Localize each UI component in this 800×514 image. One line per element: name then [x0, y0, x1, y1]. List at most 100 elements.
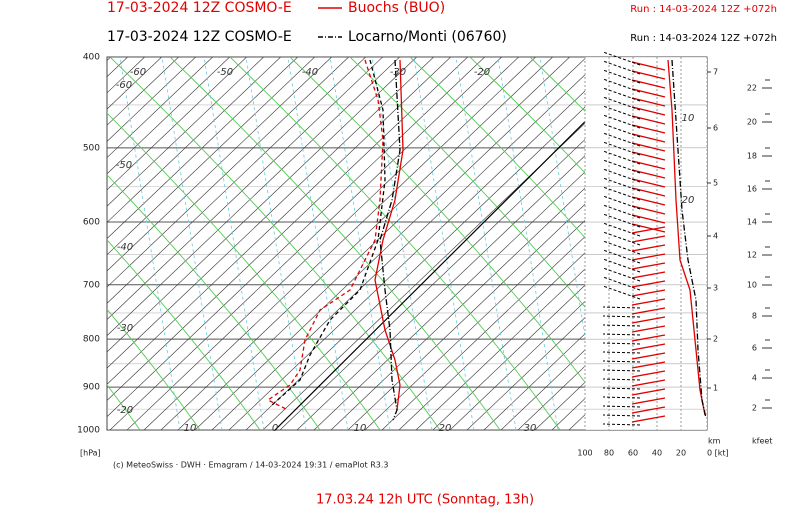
barb-red [631, 214, 666, 224]
barb-red [631, 169, 666, 179]
kfeet-tick-label: 10 [747, 281, 757, 290]
barb-black [602, 423, 641, 426]
isotherm [107, 57, 111, 61]
isotherm-label: 20 [682, 195, 695, 206]
pressure-tick-label: 600 [83, 218, 100, 228]
dry-adiabat [0, 57, 80, 430]
barb-black [602, 276, 641, 291]
run-label: Run : 14-03-2024 12Z +072h [630, 4, 777, 15]
barb-black [602, 396, 641, 399]
barb-black [602, 267, 641, 282]
kfeet-tick-label: 12 [747, 251, 757, 260]
barb-black [602, 342, 641, 345]
barb-red [631, 388, 666, 396]
isotherm [245, 57, 638, 430]
pressure-tick-label: 500 [83, 143, 100, 153]
isotherm [143, 57, 536, 430]
barb-red [631, 178, 666, 188]
barb-red [631, 115, 666, 125]
isotherm [0, 57, 43, 430]
barb-black [602, 231, 641, 246]
isotherm [0, 57, 9, 430]
barb-red [631, 289, 666, 297]
barb-red [631, 379, 666, 387]
dry-adiabat [169, 57, 501, 430]
isotherm [0, 57, 77, 430]
barb-black [602, 306, 641, 309]
barb-red [631, 334, 666, 342]
caption: 17.03.24 12h UTC (Sonntag, 13h) [316, 493, 534, 508]
isotherm [0, 57, 26, 430]
isotherm [228, 57, 621, 430]
barb-red [631, 196, 666, 206]
barb-black [602, 186, 641, 201]
isotherm [107, 57, 213, 159]
barb-black [602, 96, 641, 111]
isotherm-label: -30 [390, 67, 406, 78]
barb-black [602, 249, 641, 264]
barb-black [602, 315, 641, 318]
barb-red [631, 361, 666, 369]
isotherm [107, 57, 315, 256]
dry-adiabat [107, 239, 261, 430]
wind-barbs [602, 51, 666, 426]
isotherm-label: 20 [439, 423, 452, 434]
barb-red [631, 160, 666, 170]
barb-black [602, 141, 641, 156]
dry-adiabat [770, 57, 800, 430]
barb-red [631, 406, 666, 414]
isotherm [194, 57, 587, 430]
km-tick-label: 5 [713, 179, 718, 188]
isotherm [160, 57, 553, 430]
isotherm [107, 57, 383, 320]
isotherm [107, 57, 417, 353]
barb-red [631, 307, 666, 315]
barb-red [631, 244, 666, 252]
kfeet-tick-label: 8 [752, 312, 757, 321]
isotherm [107, 57, 400, 337]
barb-black [602, 204, 641, 219]
isotherm [211, 57, 604, 430]
km-tick-label: 3 [713, 284, 718, 293]
barb-red [631, 253, 666, 261]
barb-red [631, 133, 666, 143]
isotherm-label: -50 [217, 67, 233, 78]
mixing-ratio [329, 57, 391, 430]
kfeet-tick-label: 2 [752, 404, 757, 413]
station-label: Locarno/Monti (06760) [348, 29, 507, 45]
mixing-ratio [161, 57, 223, 430]
barb-red [631, 97, 666, 107]
km-tick-label: 7 [713, 68, 718, 77]
isotherm [107, 57, 434, 369]
wind-tick-label: 80 [604, 449, 614, 458]
dry-adiabat [109, 57, 441, 430]
barb-black [602, 387, 641, 390]
barb-red [631, 415, 666, 423]
kfeet-tick-label: 22 [747, 84, 757, 93]
isotherm [107, 57, 264, 207]
barb-black [602, 168, 641, 183]
barb-red [631, 262, 666, 270]
model-label: 17-03-2024 12Z COSMO-E [107, 0, 292, 16]
pressure-unit: [hPa] [80, 449, 101, 458]
barb-black [602, 69, 641, 84]
kfeet-tick-label: 20 [747, 118, 757, 127]
isotherm [107, 57, 485, 418]
isotherm [107, 57, 451, 385]
kfeet-tick-label: 6 [752, 344, 757, 353]
model-label: 17-03-2024 12Z COSMO-E [107, 29, 292, 45]
barb-black [602, 132, 641, 147]
dry-adiabat [229, 57, 561, 430]
isotherm-label: -50 [116, 160, 132, 171]
barb-red [631, 397, 666, 405]
isotherm [722, 57, 800, 430]
isotherm-label: 10 [184, 423, 197, 434]
isotherm-label: -40 [117, 242, 133, 253]
barb-black [602, 333, 641, 336]
barb-red [631, 151, 666, 161]
barb-black [602, 177, 641, 192]
isotherm-label: -20 [117, 405, 133, 416]
isotherm [107, 57, 281, 223]
barb-black [602, 405, 641, 408]
